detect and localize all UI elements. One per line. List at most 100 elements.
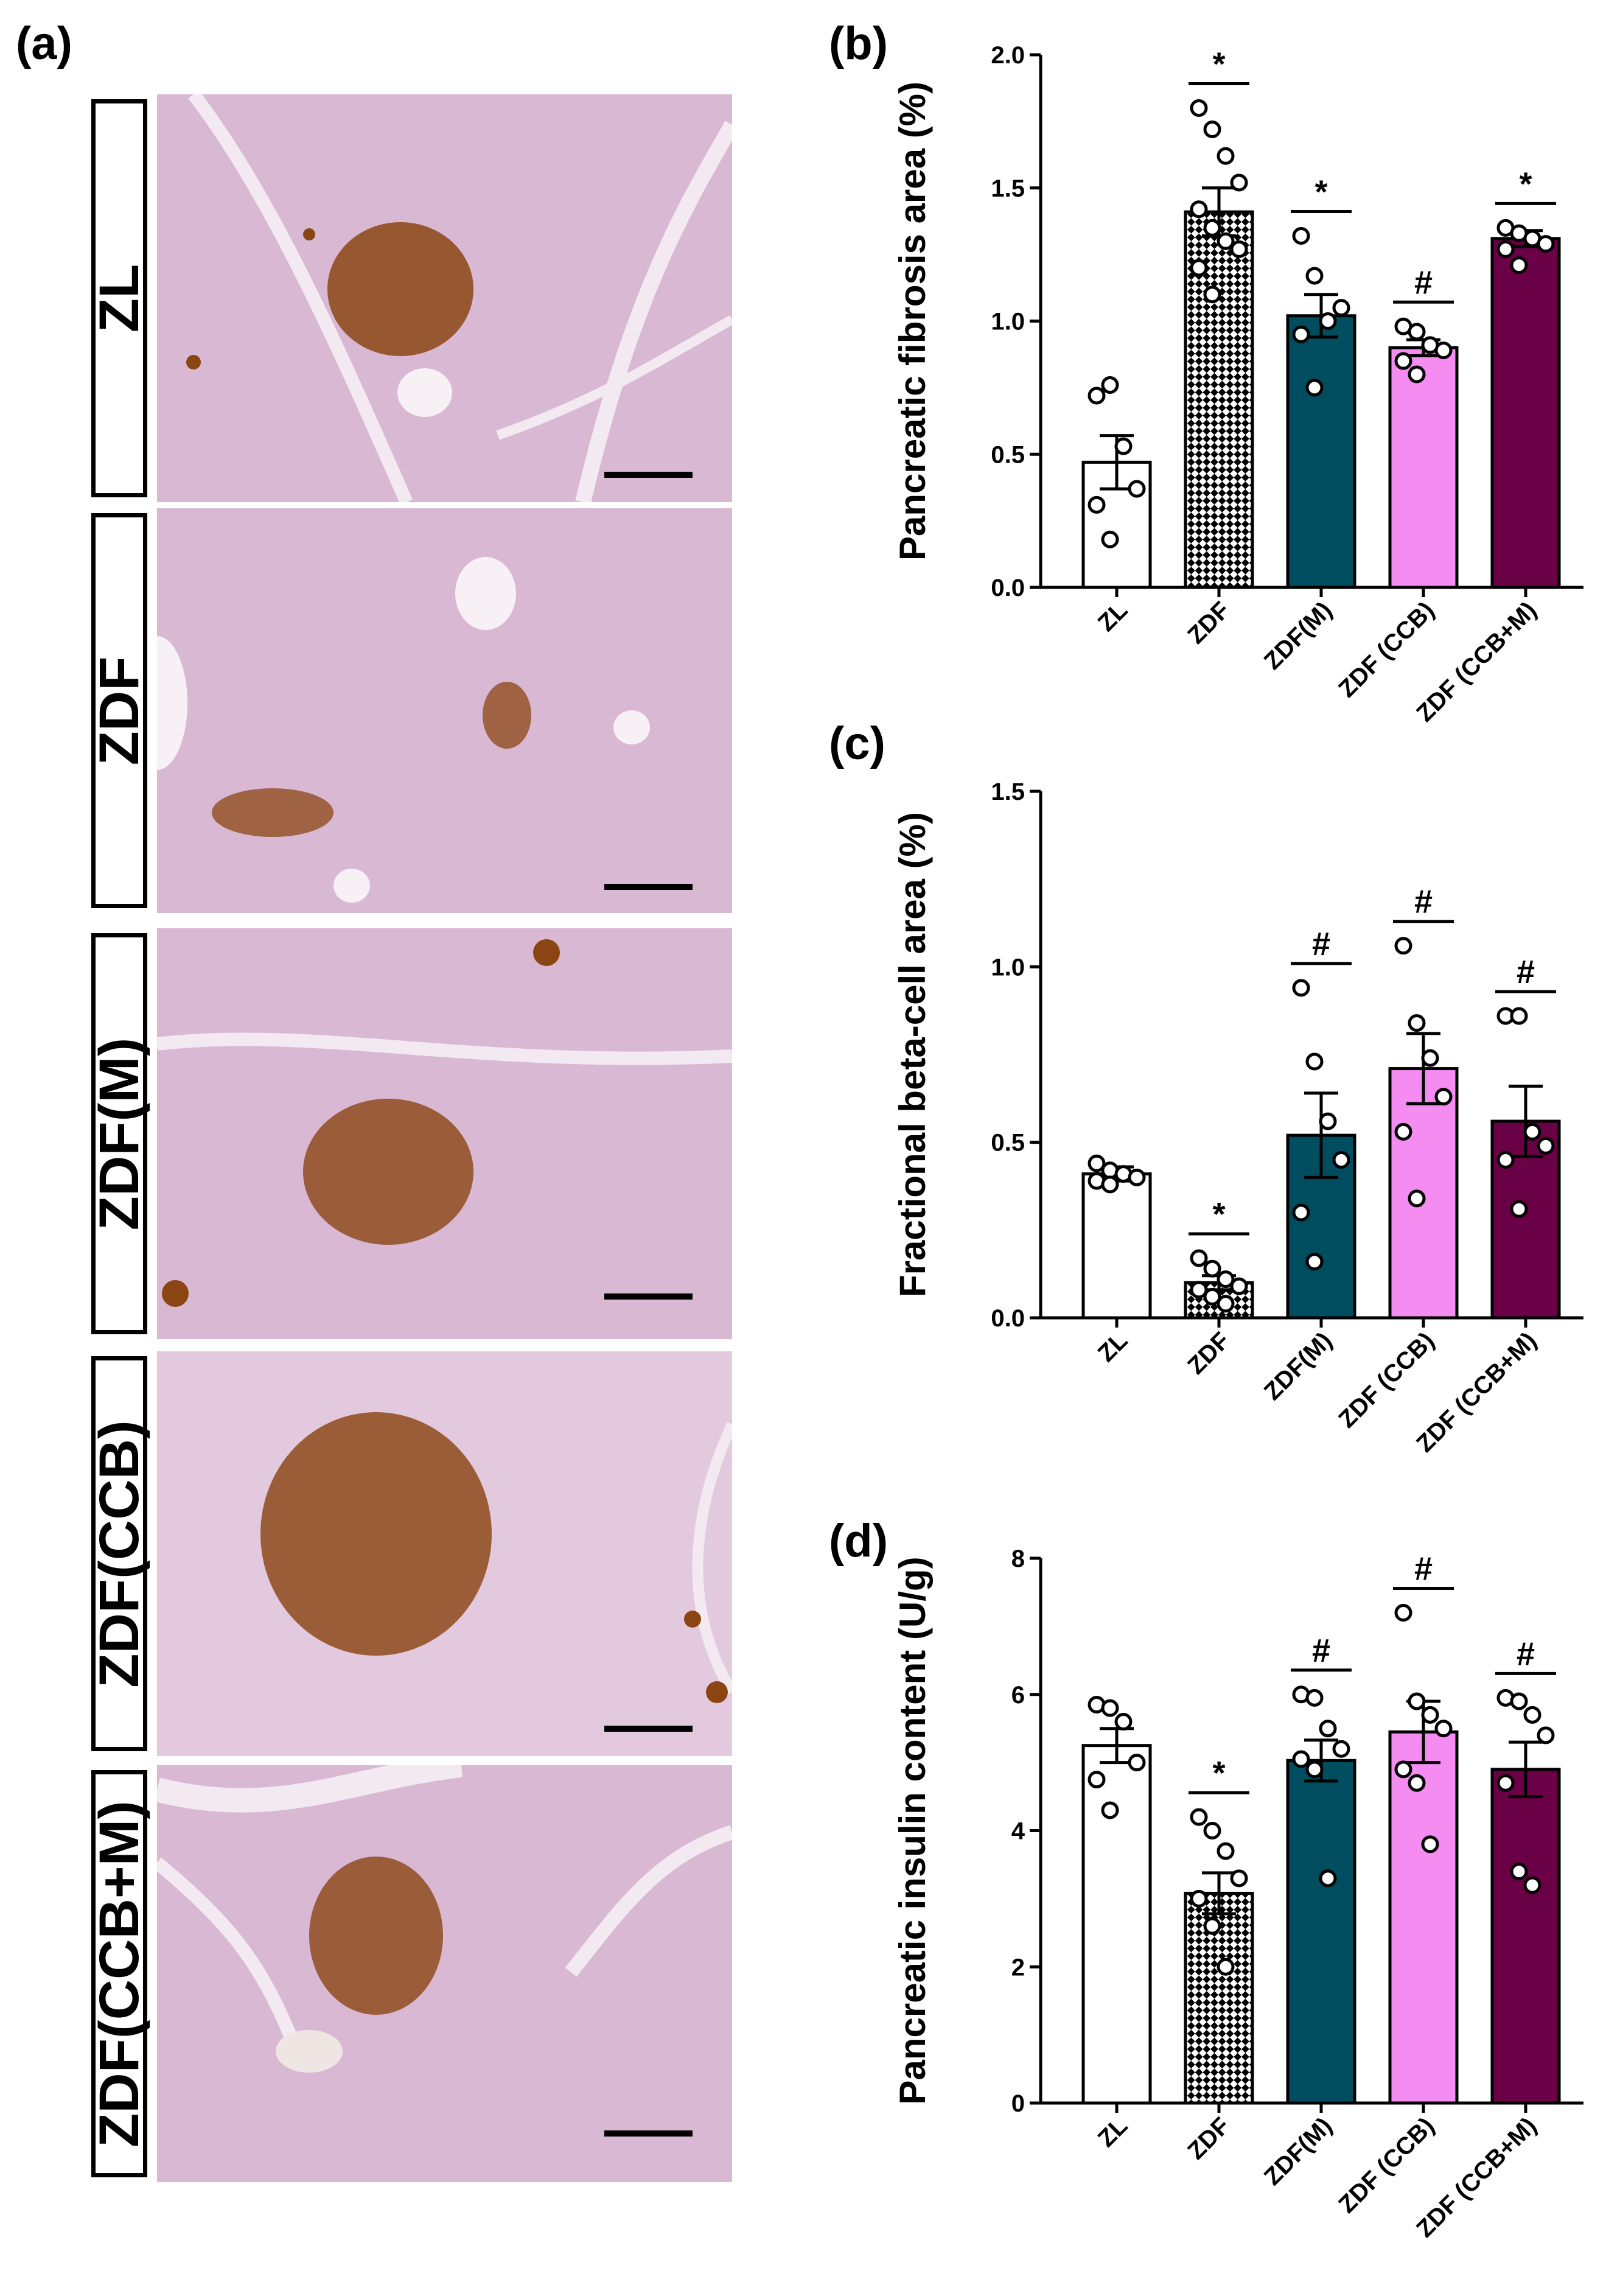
data-point	[1305, 379, 1324, 397]
data-point	[1332, 299, 1350, 317]
data-point	[1319, 1720, 1337, 1738]
data-point	[1537, 1136, 1555, 1155]
data-point	[1537, 1726, 1555, 1745]
data-point	[1190, 99, 1208, 117]
y-axis-label: Pancreatic fibrosis area (%)	[892, 82, 933, 561]
micrograph-label-text: ZDF	[88, 656, 150, 765]
bar	[1490, 1768, 1561, 2105]
micrograph-image	[157, 939, 732, 1307]
y-tick-label: 0	[1011, 2090, 1025, 2117]
y-tick-label: 0.5	[991, 441, 1025, 468]
x-tick-label: ZDF	[1182, 1327, 1235, 1379]
data-point	[1230, 1277, 1248, 1295]
data-point	[1128, 480, 1146, 498]
micrograph-row-zdf-m: ZDF(M)	[0, 928, 742, 1339]
data-point	[1408, 1189, 1426, 1208]
data-point	[1305, 1760, 1324, 1779]
micrograph-zl	[157, 94, 732, 502]
y-axis-label: Pancreatic insulin content (U/g)	[892, 1556, 933, 2104]
data-point	[1101, 530, 1119, 548]
data-point	[1217, 1295, 1235, 1313]
data-point	[1434, 1720, 1453, 1738]
data-point	[1319, 1869, 1337, 1888]
significance-mark: #	[1312, 1633, 1330, 1669]
panel-label-b: (b)	[829, 18, 889, 69]
data-point	[1421, 1835, 1439, 1853]
micrograph-zdf-m	[157, 928, 732, 1339]
y-tick-label: 0.5	[991, 1130, 1025, 1157]
data-point	[1088, 1154, 1106, 1172]
data-point	[1496, 1774, 1515, 1792]
data-point	[1203, 1917, 1221, 1935]
chart-d: Pancreatic insulin content (U/g) 0 2 4 6 8 ZL *…	[773, 1534, 1601, 2292]
bar	[1286, 314, 1356, 589]
data-point	[1101, 1699, 1119, 1717]
data-point	[1203, 1822, 1221, 1839]
significance-mark: #	[1517, 954, 1535, 990]
chart-b-svg: Pancreatic fibrosis area (%) 0.0 0.5 1.0 1.5…	[892, 42, 1583, 727]
data-point	[1510, 1863, 1528, 1881]
bar	[1286, 1759, 1356, 2105]
data-point	[1292, 1203, 1310, 1222]
micrograph-image	[186, 94, 732, 502]
data-point	[1292, 325, 1310, 343]
micrograph-image	[157, 557, 693, 903]
data-point	[1434, 1088, 1453, 1106]
data-point	[1088, 495, 1106, 514]
significance-mark: #	[1517, 1636, 1535, 1672]
data-point	[1230, 173, 1248, 192]
data-point	[1203, 285, 1221, 304]
bar	[1388, 346, 1459, 589]
significance-mark: *	[1519, 166, 1532, 202]
data-point	[1510, 1692, 1528, 1710]
micrograph-label-text: ZDF(CCB+M)	[88, 1800, 150, 2147]
bar	[1081, 1744, 1152, 2105]
data-point	[1305, 267, 1324, 285]
data-point	[1394, 352, 1412, 370]
data-point	[1319, 1112, 1337, 1130]
x-tick-label: ZL	[1093, 1327, 1133, 1367]
micrograph-image	[157, 1765, 732, 2137]
data-point	[1203, 121, 1221, 138]
data-point	[1332, 1151, 1350, 1169]
x-tick-label: ZDF(M)	[1259, 2112, 1337, 2190]
significance-mark: #	[1414, 884, 1433, 920]
micrograph-label-zdf-m: ZDF(M)	[88, 933, 150, 1334]
y-tick-label: 1.5	[991, 779, 1025, 805]
y-tick-label: 6	[1011, 1682, 1025, 1709]
data-point	[1190, 1889, 1208, 1908]
micrograph-zdf	[157, 508, 732, 913]
data-point	[1537, 235, 1555, 253]
data-point	[1305, 1253, 1324, 1271]
chart-b: Pancreatic fibrosis area (%) 0.0 0.5 1.0 1.5…	[773, 24, 1601, 761]
data-point	[1088, 1771, 1106, 1789]
data-point	[1523, 1122, 1541, 1141]
data-point	[1217, 1958, 1235, 1976]
y-tick-label: 1.0	[991, 309, 1025, 335]
micrograph-image	[260, 1412, 732, 1732]
data-point	[1523, 1706, 1541, 1724]
data-point	[1408, 323, 1426, 341]
data-point	[1292, 1750, 1310, 1768]
y-tick-label: 2.0	[991, 42, 1025, 69]
data-point	[1101, 1175, 1119, 1194]
data-point	[1190, 200, 1208, 219]
significance-mark: *	[1314, 174, 1327, 211]
micrograph-row-zdf-ccb: ZDF(CCB)	[0, 1351, 742, 1756]
y-tick-label: 1.0	[991, 954, 1025, 981]
data-point	[1510, 1007, 1528, 1025]
micrograph-zdf-ccb-m	[157, 1765, 732, 2182]
data-point	[1408, 1014, 1426, 1032]
micrograph-label-zdf-ccb-m: ZDF(CCB+M)	[88, 1770, 150, 2177]
data-point	[1128, 1754, 1146, 1772]
x-tick-label: ZDF	[1182, 2112, 1235, 2165]
data-point	[1421, 1706, 1439, 1724]
data-point	[1230, 1869, 1248, 1888]
data-point	[1510, 1200, 1528, 1218]
x-tick-label: ZDF(M)	[1259, 1327, 1337, 1405]
micrograph-zdf-ccb	[157, 1351, 732, 1756]
data-point	[1292, 227, 1310, 245]
data-point	[1190, 1808, 1208, 1826]
data-point	[1217, 147, 1235, 165]
data-point	[1319, 312, 1337, 330]
